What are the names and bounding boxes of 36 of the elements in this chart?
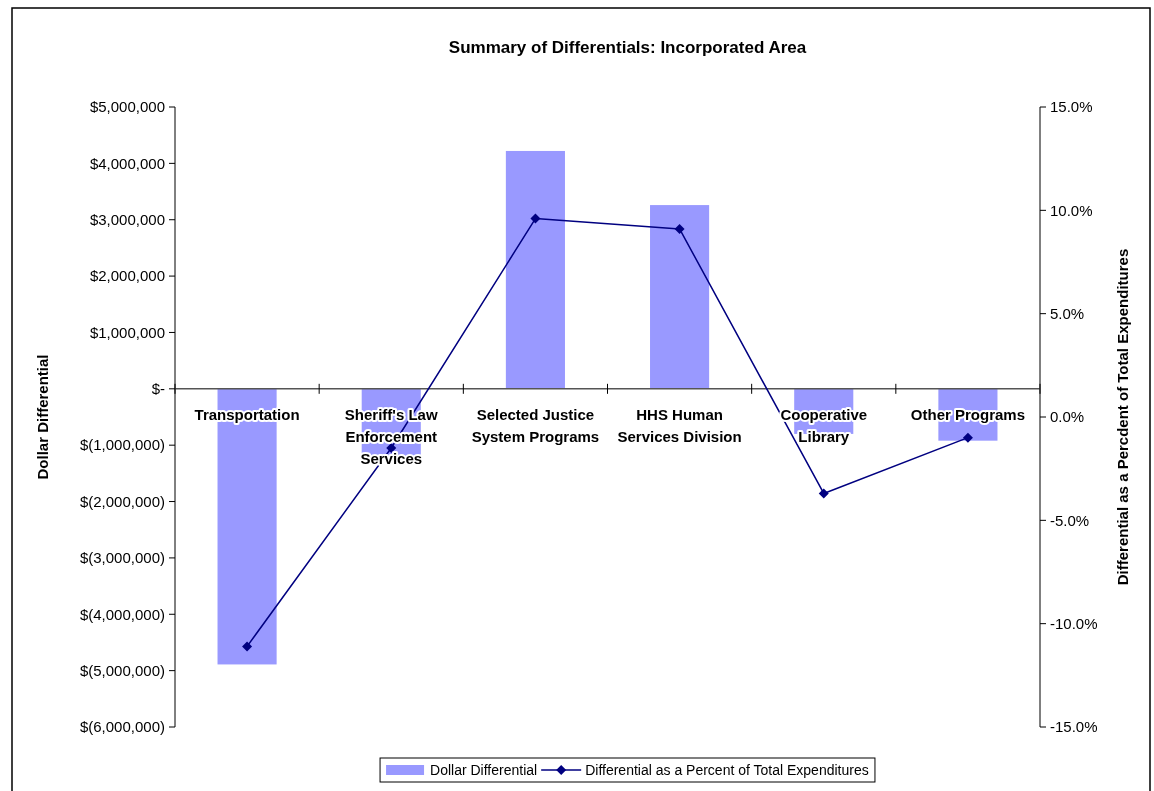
x-tick-label: Selected Justice System Programs xyxy=(471,405,600,445)
point xyxy=(818,488,829,499)
y-tick-label: $(1,000,000) xyxy=(79,436,165,454)
y-tick-label: $(2,000,000) xyxy=(79,492,165,510)
y-tick-label: $(3,000,000) xyxy=(79,549,165,567)
x-tick-label: Cooperative Library xyxy=(780,405,868,445)
bar xyxy=(505,150,565,389)
chart-title: Summary of Differentials: Incorporated Area xyxy=(448,38,807,57)
y2-tick-label: 0.0% xyxy=(1050,408,1085,426)
x-tick-label: Other Programs xyxy=(910,405,1026,423)
legend-label: Dollar Differential xyxy=(430,761,538,778)
legend-label: Differential as a Percent of Total Expenditures xyxy=(585,761,869,778)
x-tick-label: Transportation xyxy=(194,405,300,423)
y-tick-label: $- xyxy=(151,380,165,398)
y2-tick-label: 5.0% xyxy=(1050,304,1085,322)
y2-axis-title: Differential as a Percdent of Total Expenditures xyxy=(1114,248,1131,586)
y-tick-label: $3,000,000 xyxy=(89,210,165,228)
y-tick-label: $(5,000,000) xyxy=(79,661,165,679)
point xyxy=(962,432,973,443)
y-tick-label: $(6,000,000) xyxy=(79,718,165,736)
y2-tick-label: -5.0% xyxy=(1050,511,1090,529)
y2-tick-label: 10.0% xyxy=(1050,201,1093,219)
y-tick-label: $(4,000,000) xyxy=(79,605,165,623)
point xyxy=(242,641,253,652)
y-tick-label: $5,000,000 xyxy=(89,98,165,116)
y-tick-label: $1,000,000 xyxy=(89,323,165,341)
y-tick-label: $2,000,000 xyxy=(89,267,165,285)
y2-tick-label: -15.0% xyxy=(1050,718,1098,736)
y-axis-title: Dollar Differential xyxy=(34,354,51,480)
bar xyxy=(650,205,710,389)
y2-tick-label: -10.0% xyxy=(1050,614,1098,632)
y2-tick-label: 15.0% xyxy=(1050,98,1093,116)
point xyxy=(530,213,541,224)
point xyxy=(674,223,685,234)
y-tick-label: $4,000,000 xyxy=(89,154,165,172)
x-tick-label: HHS Human Services Division xyxy=(617,405,742,445)
